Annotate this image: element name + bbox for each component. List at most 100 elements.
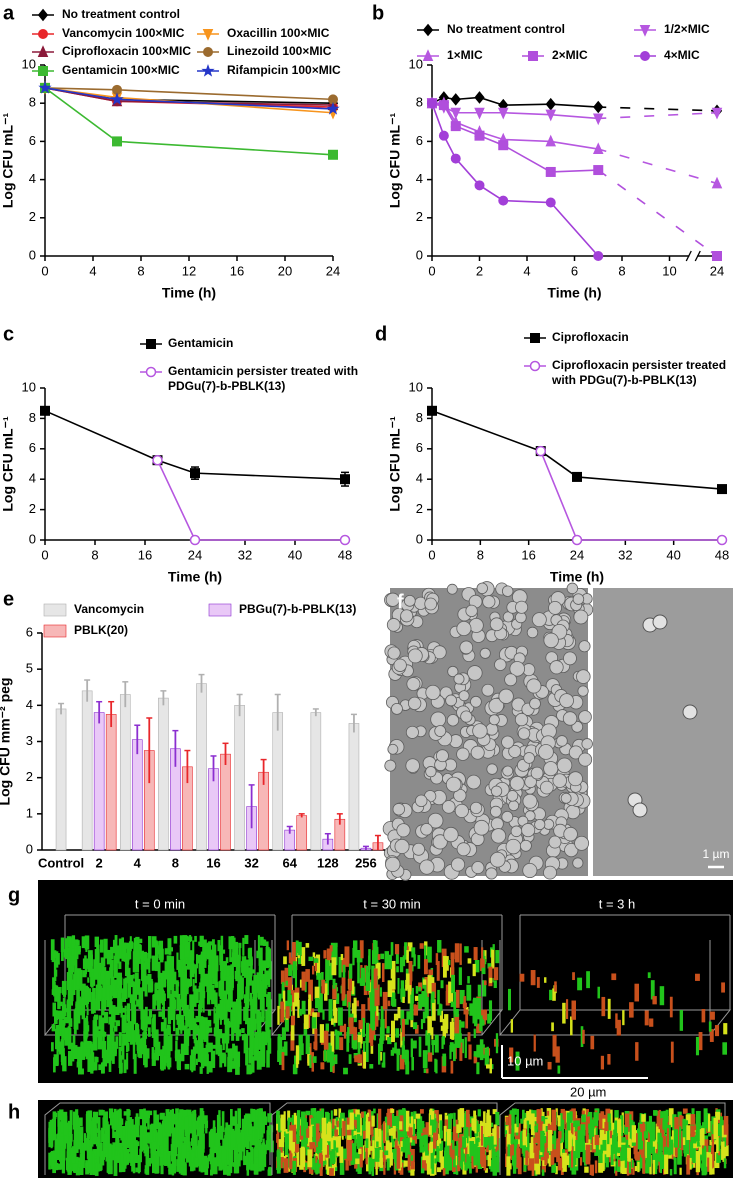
stain: [353, 997, 357, 1018]
legend-label: 1/2×MIC: [664, 22, 710, 36]
bar: [348, 723, 360, 851]
stain: [626, 1161, 630, 1176]
stain: [69, 1135, 73, 1146]
stain: [440, 980, 444, 989]
stain: [463, 1130, 469, 1138]
cell: [548, 835, 562, 849]
stain: [614, 1161, 617, 1174]
stain: [266, 1050, 270, 1068]
stain: [483, 1134, 488, 1148]
stain: [265, 1015, 269, 1029]
break-gap: [606, 105, 712, 113]
stain: [98, 1015, 103, 1030]
stain: [243, 994, 248, 1004]
stain: [382, 1052, 386, 1068]
stain: [301, 1000, 306, 1015]
stain: [87, 986, 90, 1004]
stain: [61, 1004, 67, 1017]
cell: [564, 842, 579, 858]
stain: [419, 943, 424, 949]
stain: [657, 1132, 660, 1145]
stain: [197, 1117, 201, 1123]
stain: [621, 1160, 627, 1175]
stain: [408, 974, 412, 992]
marker: [474, 180, 485, 191]
stain: [456, 1124, 460, 1134]
stain: [62, 1141, 66, 1148]
stain: [315, 954, 321, 976]
stain: [163, 993, 166, 1002]
stain: [383, 1121, 386, 1144]
stain: [381, 963, 385, 982]
cell: [441, 800, 456, 814]
stain: [226, 1021, 231, 1028]
x-tick-label: 128: [317, 855, 339, 870]
stain: [374, 1006, 379, 1027]
marker: [497, 107, 509, 120]
stain: [345, 1117, 348, 1139]
stain: [160, 1148, 164, 1155]
stain: [157, 990, 161, 1010]
stain: [241, 1132, 245, 1146]
stain: [79, 969, 83, 991]
stain: [80, 1149, 85, 1167]
stain: [690, 1114, 696, 1125]
stain: [158, 978, 162, 992]
stain: [277, 1138, 280, 1155]
stain: [346, 990, 352, 1008]
stain: [186, 942, 190, 954]
stain: [175, 1040, 178, 1061]
x-tick-label: 16: [206, 855, 220, 870]
legend-entry: Gentamicin persister treated with PDGu(7…: [168, 364, 358, 393]
stain: [51, 1024, 56, 1032]
stain: [695, 1124, 701, 1142]
stain: [427, 946, 432, 963]
stain: [458, 1019, 462, 1034]
stain: [218, 1125, 224, 1140]
stain: [522, 1145, 526, 1153]
stain: [179, 935, 184, 947]
stain: [64, 1027, 69, 1046]
stain: [649, 1131, 655, 1154]
stain: [299, 1043, 304, 1056]
marker: [450, 107, 462, 120]
stain: [339, 1146, 344, 1163]
cell: [434, 725, 447, 737]
stain: [178, 1155, 181, 1163]
stain: [582, 1141, 585, 1163]
stain: [184, 983, 190, 988]
stain: [342, 1148, 347, 1159]
stain: [259, 955, 263, 974]
stain: [647, 972, 651, 979]
stain: [362, 1017, 365, 1038]
stain: [268, 948, 272, 964]
stain: [431, 1164, 435, 1174]
axis-break: [685, 250, 692, 262]
stain: [283, 1158, 289, 1173]
stain: [85, 1015, 89, 1027]
stain: [200, 1043, 204, 1063]
stain: [126, 1108, 130, 1120]
stain: [283, 1111, 286, 1130]
stain: [511, 1109, 515, 1129]
stain: [263, 1116, 268, 1121]
stain: [157, 1139, 160, 1157]
stain: [180, 975, 185, 995]
stain: [151, 955, 157, 971]
stain: [206, 977, 211, 993]
stain: [263, 974, 268, 989]
stain: [353, 1014, 357, 1023]
cell: [572, 857, 584, 869]
stain: [305, 1162, 308, 1171]
stain: [231, 1116, 237, 1126]
stain: [643, 1113, 647, 1132]
stain: [589, 1164, 594, 1176]
stain: [399, 957, 404, 973]
stain: [354, 1134, 357, 1147]
stain: [682, 1118, 687, 1139]
stain: [459, 1042, 463, 1061]
legend-label: Gentamicin 100×MIC: [62, 63, 180, 77]
stain: [419, 1146, 425, 1153]
stain: [192, 1023, 197, 1040]
stain: [217, 940, 221, 952]
